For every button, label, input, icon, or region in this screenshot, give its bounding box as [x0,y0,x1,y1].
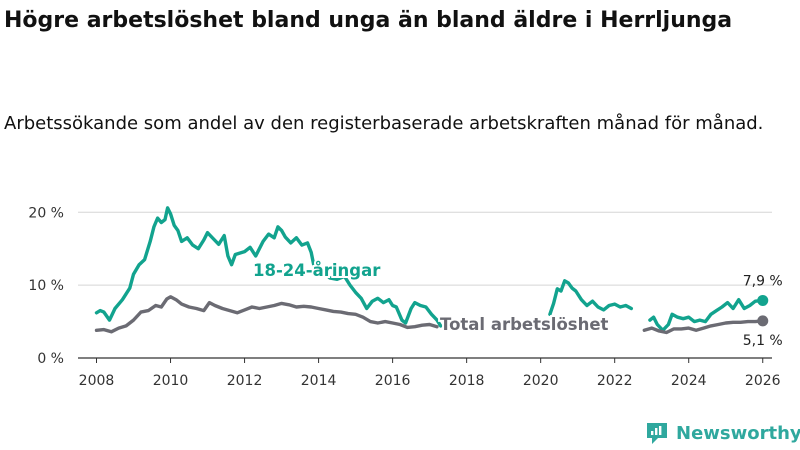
x-tick-label: 2016 [375,373,411,389]
series-line-total [94,295,765,335]
end-value-label-youth: 7,9 % [743,273,783,289]
chart-subtitle: Arbetssökande som andel av den registerb… [4,113,764,134]
x-tick-label: 2024 [671,373,707,389]
series-label-total: Total arbetslöshet [440,315,609,334]
x-tick-label: 2020 [523,373,559,389]
x-tick-label: 2018 [449,373,485,389]
x-tick-label: 2026 [745,373,781,389]
grid-layer [78,211,772,363]
x-tick-label: 2012 [227,373,263,389]
line-layer [94,206,769,335]
newsworthy-logo[interactable]: Newsworthy [644,420,800,446]
x-tick-label: 2008 [79,373,115,389]
y-tick-label: 20 % [28,205,64,221]
y-tick-label: 10 % [28,278,64,294]
series-end-point [757,294,769,306]
newsworthy-logo-text: Newsworthy [676,422,800,444]
series-label-youth: 18-24-åringar [253,261,381,280]
y-tick-label: 0 % [37,351,64,367]
end-value-label-total: 5,1 % [743,333,783,349]
series-line-youth [94,206,765,332]
label-layer: 0 % 10 % 20 % 2008 2010 2012 2014 2016 2018 2020 2… [28,205,782,389]
chart-title: Högre arbetslöshet bland unga än bland ä… [4,8,733,33]
x-tick-label: 2010 [153,373,189,389]
series-end-point [757,315,769,327]
x-tick-label: 2022 [597,373,633,389]
newsworthy-logo-icon [647,423,667,444]
x-tick-label: 2014 [301,373,337,389]
